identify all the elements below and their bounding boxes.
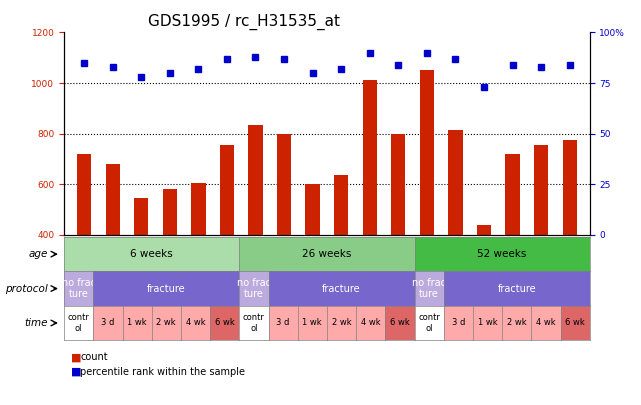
Text: 2 wk: 2 wk	[156, 318, 176, 328]
Text: 4 wk: 4 wk	[186, 318, 205, 328]
Text: 6 weeks: 6 weeks	[130, 249, 173, 259]
Text: 6 wk: 6 wk	[390, 318, 410, 328]
Bar	[163, 189, 177, 336]
Text: fracture: fracture	[147, 284, 186, 294]
Bar	[306, 184, 320, 336]
Text: 2 wk: 2 wk	[331, 318, 351, 328]
Bar	[134, 198, 148, 336]
Text: 2 wk: 2 wk	[507, 318, 526, 328]
Bar	[220, 145, 234, 336]
Text: 4 wk: 4 wk	[536, 318, 556, 328]
Text: 4 wk: 4 wk	[361, 318, 381, 328]
Text: ■: ■	[71, 352, 81, 362]
Text: count: count	[80, 352, 108, 362]
Text: 6 wk: 6 wk	[565, 318, 585, 328]
Text: no frac
ture: no frac ture	[62, 278, 96, 299]
Bar	[77, 154, 91, 336]
Text: 26 weeks: 26 weeks	[302, 249, 352, 259]
Text: no frac
ture: no frac ture	[412, 278, 446, 299]
Text: contr
ol: contr ol	[68, 313, 90, 333]
Text: contr
ol: contr ol	[418, 313, 440, 333]
Text: 1 wk: 1 wk	[478, 318, 497, 328]
Bar	[277, 134, 291, 336]
Text: GDS1995 / rc_H31535_at: GDS1995 / rc_H31535_at	[147, 14, 340, 30]
Bar	[448, 130, 463, 336]
Text: age: age	[29, 249, 48, 259]
Text: protocol: protocol	[5, 284, 48, 294]
Text: 3 d: 3 d	[101, 318, 115, 328]
Text: 1 wk: 1 wk	[128, 318, 147, 328]
Bar	[334, 175, 348, 336]
Text: 52 weeks: 52 weeks	[478, 249, 527, 259]
Bar	[420, 70, 434, 336]
Text: 3 d: 3 d	[276, 318, 290, 328]
Text: no frac
ture: no frac ture	[237, 278, 271, 299]
Text: 3 d: 3 d	[452, 318, 465, 328]
Text: percentile rank within the sample: percentile rank within the sample	[80, 367, 245, 377]
Bar	[248, 125, 263, 336]
Bar	[563, 140, 577, 336]
Text: contr
ol: contr ol	[243, 313, 265, 333]
Text: fracture: fracture	[497, 284, 536, 294]
Bar	[391, 134, 406, 336]
Text: 6 wk: 6 wk	[215, 318, 235, 328]
Text: ■: ■	[71, 367, 81, 377]
Bar	[506, 154, 520, 336]
Bar	[477, 225, 491, 336]
Bar	[106, 164, 120, 336]
Bar	[191, 183, 206, 336]
Text: fracture: fracture	[322, 284, 361, 294]
Bar	[534, 145, 548, 336]
Bar	[363, 81, 377, 336]
Text: 1 wk: 1 wk	[303, 318, 322, 328]
Text: time: time	[24, 318, 48, 328]
